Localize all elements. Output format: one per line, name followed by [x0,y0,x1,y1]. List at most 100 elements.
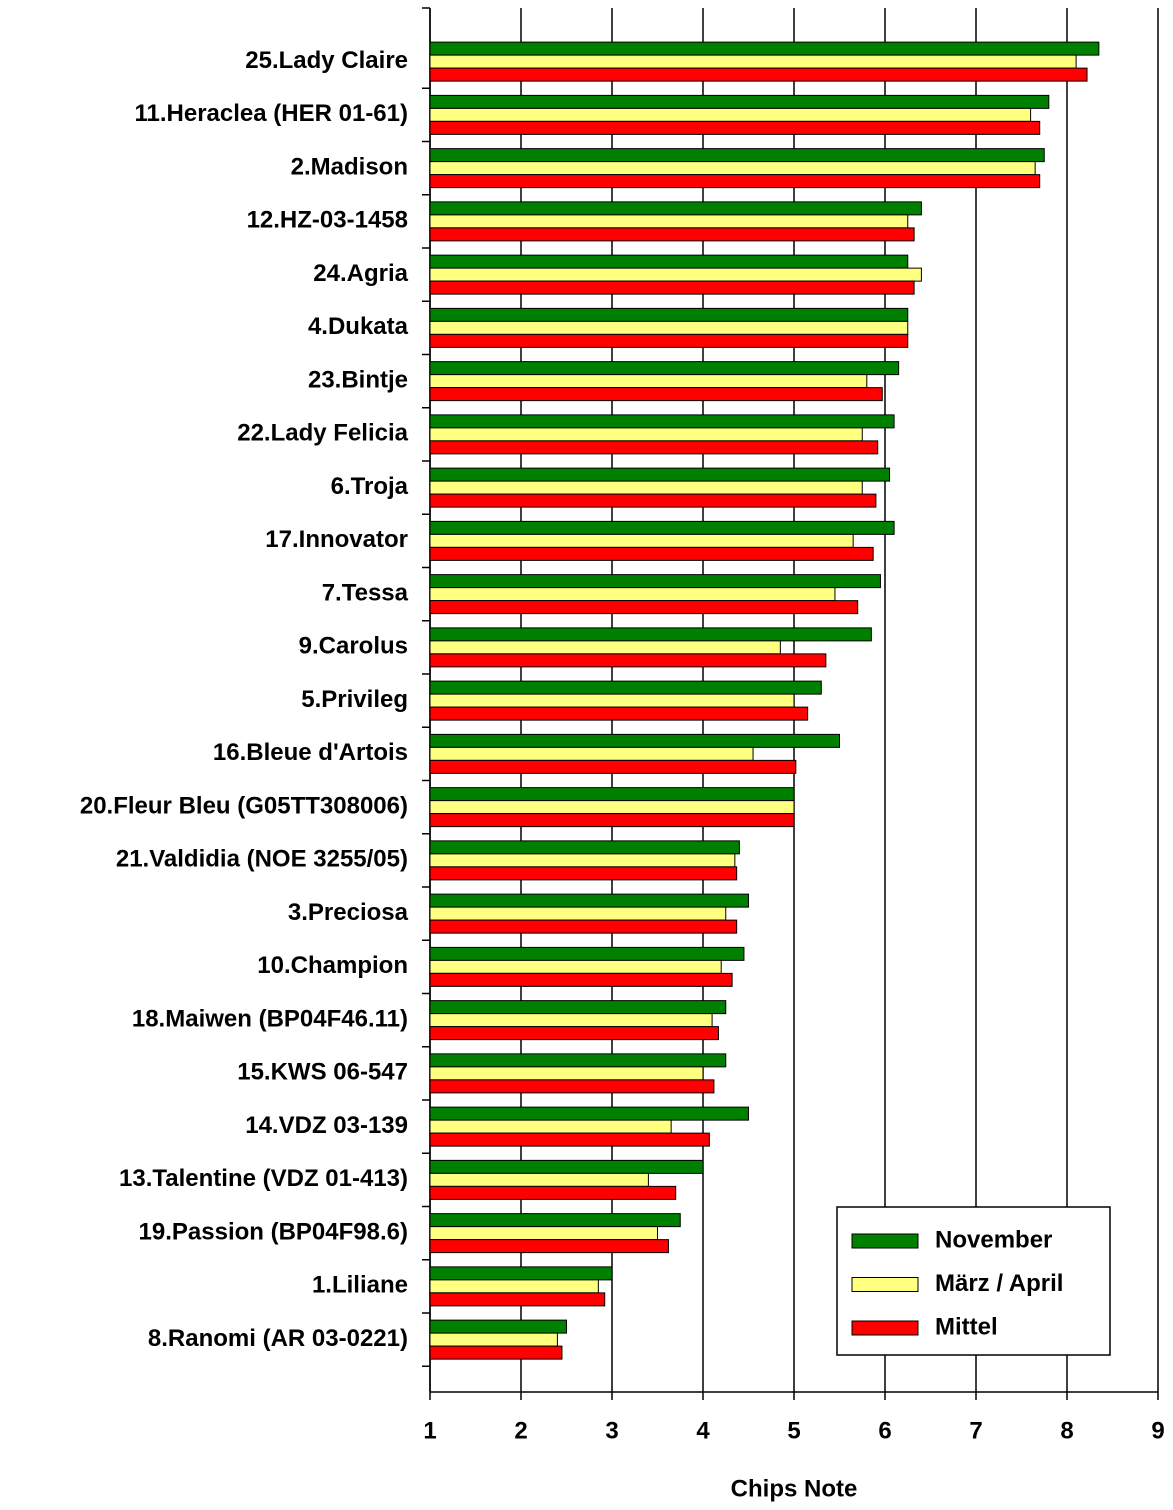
y-tick-label: 15.KWS 06-547 [237,1059,408,1086]
legend-swatch [851,1320,919,1336]
bar [429,840,740,855]
y-tick-label: 8.Ranomi (AR 03-0221) [148,1325,408,1352]
bar [429,374,868,389]
bar [429,493,877,508]
bar [429,1239,669,1254]
y-tick-label: 13.Talentine (VDZ 01-413) [119,1165,408,1192]
bar [429,1026,719,1041]
bar [429,467,891,482]
bar [429,640,781,655]
y-tick-label: 9.Carolus [299,633,408,660]
bar [429,1213,681,1228]
bar [429,706,809,721]
y-tick-label: 22.Lady Felicia [237,420,408,447]
bar [429,1066,704,1081]
x-tick-label: 2 [514,1417,527,1444]
bar [429,1266,613,1281]
bar [429,1053,727,1068]
bar [429,1332,558,1347]
bar [429,94,1050,109]
bar [429,1319,567,1334]
bar [429,1079,715,1094]
legend-swatch [851,1233,919,1249]
y-tick-label: 3.Preciosa [288,899,409,926]
bar [429,587,836,602]
bar [429,787,795,802]
bar [429,333,909,348]
y-tick-label: 6.Troja [331,473,409,500]
y-tick-label: 11.Heraclea (HER 01-61) [135,100,409,127]
bar [429,440,879,455]
bar [429,680,822,695]
bar [429,546,874,561]
bar [429,600,859,615]
legend-label: Mittel [935,1313,998,1340]
y-tick-label: 24.Agria [313,260,408,287]
y-tick-label: 20.Fleur Bleu (G05TT308006) [80,792,408,819]
y-tick-label: 4.Dukata [308,313,409,340]
bar [429,759,797,774]
bar [429,227,915,242]
y-tick-label: 12.HZ-03-1458 [247,207,408,234]
bar [429,41,1100,56]
bar [429,853,736,868]
bar [429,214,909,229]
bar [429,1345,563,1360]
legend-label: März / April [935,1270,1063,1297]
bar [429,813,795,828]
bar [429,1292,606,1307]
x-tick-label: 5 [787,1417,800,1444]
x-tick-label: 8 [1060,1417,1073,1444]
bar [429,520,895,535]
bar [429,1159,704,1174]
bar [429,746,754,761]
bar [429,387,883,402]
bar [429,1226,658,1241]
bar [429,653,827,668]
bar [429,1013,713,1028]
legend-swatch [851,1277,919,1292]
bar [429,201,922,216]
y-tick-label: 18.Maiwen (BP04F46.11) [132,1005,408,1032]
bar [429,107,1032,122]
bar [429,1119,672,1134]
y-tick-label: 21.Valdidia (NOE 3255/05) [116,846,408,873]
bar [429,866,738,881]
bar [429,959,722,974]
y-tick-label: 10.Champion [257,952,408,979]
bar [429,1185,677,1200]
bar [429,627,872,642]
x-axis-title: Chips Note [731,1475,858,1502]
bar [429,533,854,548]
y-tick-label: 2.Madison [291,153,408,180]
x-tick-label: 4 [696,1417,710,1444]
bar [429,480,863,495]
bar [429,906,727,921]
bar [429,1279,599,1294]
y-tick-label: 19.Passion (BP04F98.6) [139,1218,408,1245]
y-tick-label: 23.Bintje [308,366,408,393]
bar [429,161,1036,176]
bar [429,1172,649,1187]
y-tick-label: 14.VDZ 03-139 [245,1112,408,1139]
bar [429,946,745,961]
bar [429,1106,749,1121]
bar [429,280,915,295]
x-tick-label: 7 [969,1417,982,1444]
bar [429,733,840,748]
bar [429,893,749,908]
bar [429,54,1077,69]
bar [429,919,738,934]
bar [429,320,909,335]
bar [429,307,909,322]
bar [429,1000,727,1015]
bar [429,148,1045,163]
bar [429,67,1088,82]
bar [429,361,900,376]
bar [429,174,1041,189]
bar [429,972,733,987]
y-tick-label: 1.Liliane [312,1272,408,1299]
x-tick-label: 1 [423,1417,436,1444]
legend-label: November [935,1226,1052,1253]
